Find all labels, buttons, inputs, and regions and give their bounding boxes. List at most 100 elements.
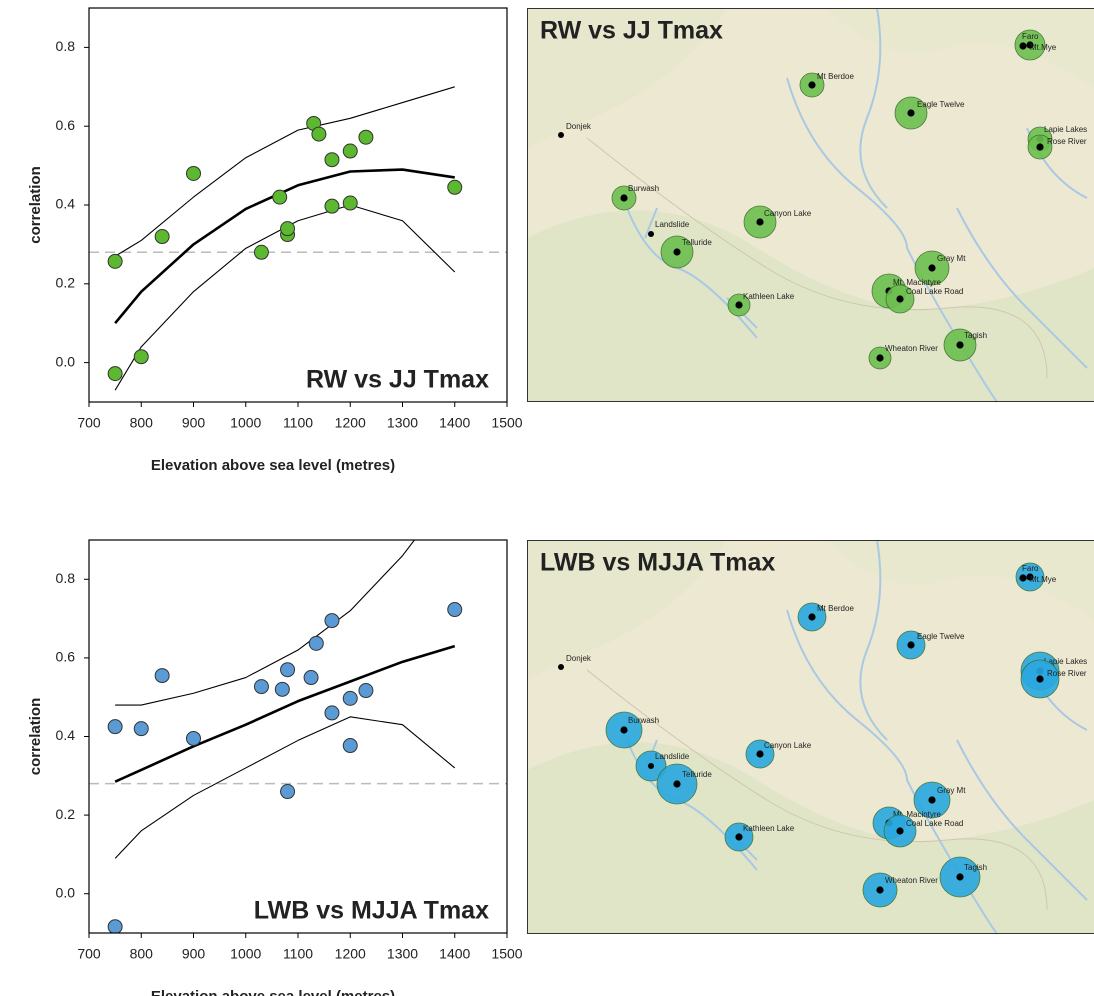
site-dot bbox=[956, 873, 964, 881]
road bbox=[586, 669, 1048, 911]
river bbox=[956, 207, 1088, 369]
site-label: Telluride bbox=[682, 770, 712, 779]
site-label: Coal Lake Road bbox=[906, 819, 963, 828]
data-point bbox=[358, 129, 374, 145]
x-tick-label: 900 bbox=[182, 415, 206, 431]
site-dot bbox=[735, 301, 743, 309]
site-label: Lapie Lakes bbox=[1044, 657, 1087, 666]
site-dot bbox=[956, 341, 964, 349]
x-tick-label: 1000 bbox=[230, 946, 261, 962]
plot-area bbox=[89, 540, 507, 933]
site-label: Tagish bbox=[964, 863, 987, 872]
plot-area bbox=[89, 86, 507, 391]
site-dot bbox=[876, 886, 884, 894]
y-tick-label: 0.8 bbox=[56, 570, 76, 586]
site-label: Eagle Twelve bbox=[917, 632, 965, 641]
x-tick-label: 1500 bbox=[491, 415, 522, 431]
data-point bbox=[133, 721, 149, 737]
x-tick-label: 700 bbox=[77, 946, 101, 962]
site-label: Gray Mt bbox=[937, 254, 966, 263]
site-label: Faro bbox=[1022, 32, 1039, 41]
site-dot bbox=[1026, 41, 1034, 49]
site-label: Lapie Lakes bbox=[1044, 125, 1087, 134]
data-point bbox=[280, 784, 296, 800]
x-tick-label: 700 bbox=[77, 415, 101, 431]
site-label: Telluride bbox=[682, 238, 712, 247]
y-axis-label: correlation bbox=[27, 166, 44, 244]
data-point bbox=[280, 221, 296, 237]
data-point bbox=[324, 613, 340, 629]
data-point bbox=[154, 229, 170, 245]
fit-upper-curve bbox=[115, 540, 416, 706]
x-tick-label: 1400 bbox=[439, 946, 470, 962]
site-dot bbox=[808, 613, 816, 621]
terrain bbox=[827, 540, 1094, 620]
fit-curve bbox=[114, 168, 455, 325]
y-tick-label: 0.4 bbox=[56, 196, 76, 212]
data-point bbox=[107, 253, 123, 269]
site-dot bbox=[620, 194, 628, 202]
site-label: Faro bbox=[1022, 564, 1039, 573]
panel-annotation: LWB vs MJJA Tmax bbox=[254, 897, 489, 925]
site-label: Wheaton River bbox=[885, 344, 938, 353]
data-point bbox=[303, 670, 319, 686]
site-label: Donjek bbox=[566, 654, 592, 663]
plot-frame bbox=[88, 7, 508, 403]
site-dot bbox=[756, 750, 764, 758]
y-tick-label: 0.6 bbox=[56, 649, 76, 665]
site-dot bbox=[558, 664, 564, 670]
river bbox=[859, 7, 888, 209]
river bbox=[956, 739, 1088, 901]
data-point bbox=[133, 349, 149, 365]
fit-curve bbox=[114, 644, 456, 783]
site-label: Eagle Twelve bbox=[917, 100, 965, 109]
data-point bbox=[253, 244, 269, 260]
data-point bbox=[280, 662, 296, 678]
site-label: Mt.Mye bbox=[1030, 575, 1057, 584]
site-label: Rose River bbox=[1047, 137, 1087, 146]
x-axis-label: Elevation above sea level (metres) bbox=[151, 988, 395, 996]
x-tick-label: 1000 bbox=[230, 415, 261, 431]
site-dot bbox=[896, 827, 904, 835]
terrain bbox=[827, 8, 1094, 88]
map-frame bbox=[527, 8, 1094, 402]
y-tick-label: 0.2 bbox=[56, 806, 76, 822]
map-title: RW vs JJ Tmax bbox=[540, 17, 723, 45]
site-label: Donjek bbox=[566, 122, 592, 131]
y-tick-label: 0.6 bbox=[56, 117, 76, 133]
site-label: Canyon Lake bbox=[764, 209, 812, 218]
data-point bbox=[272, 189, 288, 205]
site-dot bbox=[620, 726, 628, 734]
data-point bbox=[186, 165, 201, 181]
site-dot bbox=[1019, 42, 1027, 50]
site-dot bbox=[673, 780, 681, 788]
data-point bbox=[447, 179, 463, 195]
site-label: Kathleen Lake bbox=[743, 824, 795, 833]
site-label: Landslide bbox=[655, 220, 690, 229]
data-point bbox=[253, 679, 269, 695]
data-point bbox=[342, 690, 358, 706]
x-tick-label: 1100 bbox=[283, 415, 313, 431]
panel-annotation: RW vs JJ Tmax bbox=[306, 366, 489, 394]
site-dot bbox=[558, 132, 564, 138]
site-dot bbox=[648, 763, 654, 769]
data-point bbox=[107, 366, 123, 382]
terrain bbox=[527, 540, 727, 680]
map-title: LWB vs MJJA Tmax bbox=[540, 549, 775, 577]
terrain bbox=[527, 8, 727, 148]
site-label: Mt Berdoe bbox=[817, 604, 854, 613]
fit-lower-curve bbox=[114, 204, 456, 391]
data-point bbox=[154, 668, 170, 684]
plot-frame bbox=[88, 539, 508, 934]
site-dot bbox=[1036, 675, 1044, 683]
site-dot bbox=[928, 796, 936, 804]
river bbox=[644, 207, 658, 239]
x-tick-label: 1500 bbox=[491, 946, 522, 962]
data-point bbox=[447, 602, 463, 618]
y-tick-label: 0.2 bbox=[56, 275, 76, 291]
site-dot bbox=[928, 264, 936, 272]
x-tick-label: 1200 bbox=[335, 946, 366, 962]
site-dot bbox=[907, 109, 915, 117]
x-axis-label: Elevation above sea level (metres) bbox=[151, 457, 395, 474]
data-point bbox=[324, 198, 340, 214]
